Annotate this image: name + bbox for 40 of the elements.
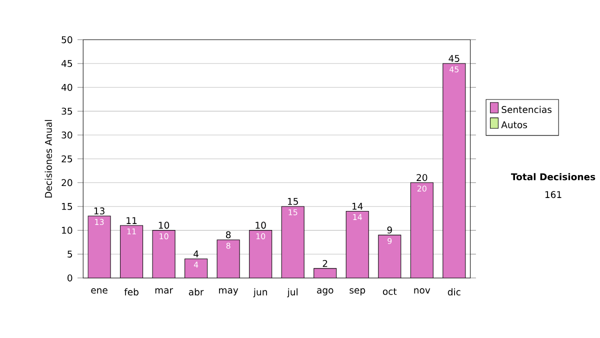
total-label: 45 <box>448 55 460 62</box>
x-tick-label: jun <box>253 288 267 298</box>
y-tick-label: 35 <box>62 108 72 115</box>
x-tick-label: ago <box>317 288 334 296</box>
total-label: 14 <box>352 203 363 210</box>
y-tick-label: 15 <box>62 203 72 210</box>
x-tick-label: oct <box>382 288 397 296</box>
total-label: 2 <box>322 260 328 268</box>
x-tick-label: dic <box>448 288 460 296</box>
total-label: 15 <box>288 198 298 206</box>
y-axis-title: Decisiones Anual <box>44 120 52 198</box>
y-tick-label: 45 <box>61 60 72 68</box>
y-tick-label: 0 <box>68 274 72 282</box>
x-tick-label: mar <box>155 288 174 294</box>
y-tick-label: 10 <box>62 227 72 234</box>
total-label: 20 <box>416 174 428 182</box>
x-tick-label: nov <box>414 288 430 294</box>
y-tick-label: 25 <box>62 156 72 163</box>
legend-label: Sentencias <box>502 106 552 114</box>
y-tick-label: 5 <box>68 250 72 258</box>
x-tick-label: feb <box>124 288 138 296</box>
y-tick-label: 50 <box>62 36 72 44</box>
total-label: 11 <box>126 217 137 224</box>
total-label: 10 <box>158 222 170 229</box>
x-tick-label: ene <box>91 288 108 294</box>
total-label: 13 <box>94 208 104 215</box>
x-tick-label: may <box>219 288 238 296</box>
total-label: 4 <box>194 250 198 258</box>
total-label: 9 <box>387 226 392 234</box>
x-tick-label: jul <box>287 288 298 298</box>
y-tick-label: 20 <box>62 179 72 186</box>
x-tick-label: sep <box>350 288 366 296</box>
total-label: 10 <box>256 222 266 229</box>
legend-label: Autos <box>501 122 528 129</box>
text: Total Decisiones <box>511 173 596 181</box>
text: 161 <box>545 191 562 198</box>
y-tick-label: 30 <box>62 132 72 139</box>
y-tick-label: 40 <box>61 84 72 92</box>
x-tick-label: abr <box>188 288 204 296</box>
total-label: 8 <box>226 231 231 238</box>
